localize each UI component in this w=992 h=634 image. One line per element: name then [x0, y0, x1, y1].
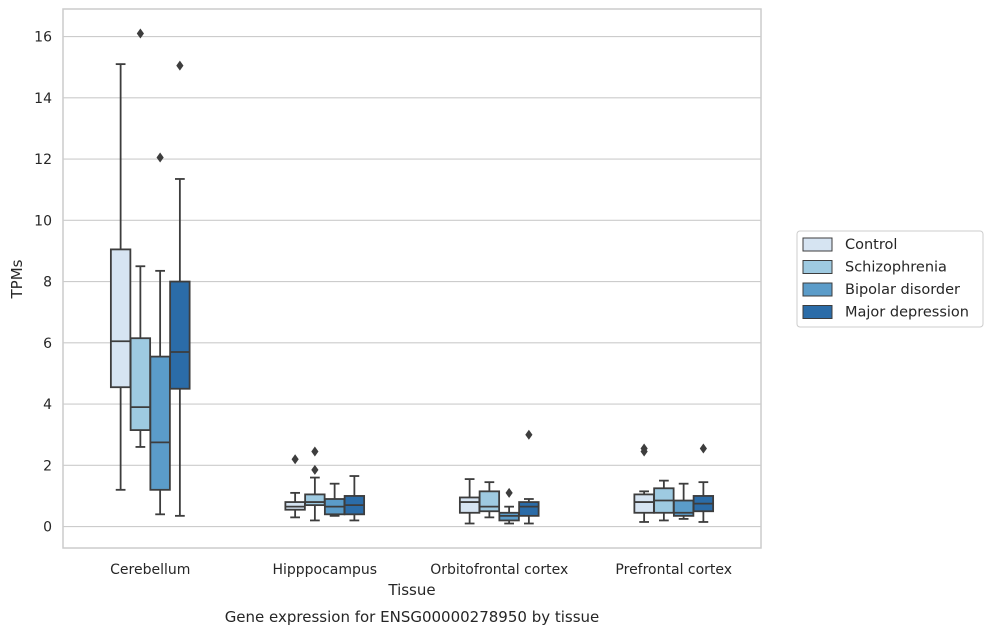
y-tick-label: 14 — [34, 91, 52, 107]
y-tick-label: 8 — [43, 275, 52, 291]
iqr-box — [458, 496, 481, 514]
iqr-box — [633, 493, 655, 514]
y-tick-label: 0 — [43, 520, 52, 536]
outlier-point — [136, 28, 144, 39]
iqr-box — [149, 355, 171, 491]
legend-frame — [796, 230, 984, 328]
legend-label: Bipolar disorder — [845, 282, 960, 298]
legend-label: Major depression — [845, 305, 969, 321]
y-tick-label: 4 — [43, 397, 52, 413]
y-axis-label: TPMs — [8, 259, 26, 299]
outlier-point — [505, 487, 513, 498]
iqr-box — [109, 248, 132, 389]
legend-swatch — [802, 282, 833, 297]
outlier-point — [311, 464, 319, 475]
y-tick-labels: 0 2 4 6 8 10 12 14 16 — [34, 30, 52, 536]
box-2-0 — [149, 152, 171, 516]
outlier-point — [640, 443, 648, 454]
box-3-3 — [692, 443, 715, 523]
iqr-box — [169, 280, 191, 390]
y-tick-label: 10 — [34, 213, 52, 229]
x-tick-label: Orbitofrontal cortex — [430, 562, 568, 578]
box-series — [109, 28, 715, 525]
box-3-2 — [518, 429, 540, 525]
x-tick-label: Cerebellum — [110, 562, 190, 578]
box-3-1 — [343, 475, 366, 522]
outlier-point — [525, 429, 533, 440]
y-tick-label: 16 — [34, 30, 52, 46]
legend-item: Bipolar disorder — [802, 282, 960, 298]
legend: Control Schizophrenia Bipolar disorder Majo… — [796, 230, 984, 328]
outlier-point — [311, 446, 319, 457]
iqr-box — [518, 501, 540, 517]
y-tick-label: 2 — [43, 458, 52, 474]
box-0-1 — [284, 454, 306, 519]
y-tick-label: 6 — [43, 336, 52, 352]
box-1-2 — [478, 481, 501, 519]
legend-item: Major depression — [802, 305, 969, 321]
legend-swatch — [802, 305, 833, 319]
x-tick-label: Hipppocampus — [272, 562, 377, 578]
legend-item: Control — [802, 237, 897, 253]
box-3-0 — [169, 60, 191, 517]
x-tick-labels: Cerebellum Hipppocampus Orbitofrontal cort… — [110, 562, 732, 578]
iqr-box — [304, 493, 326, 507]
y-tick-label: 12 — [34, 152, 52, 168]
iqr-box — [129, 337, 152, 431]
box-0-3 — [633, 443, 655, 523]
iqr-box — [478, 490, 501, 513]
x-tick-label: Prefrontal cortex — [615, 562, 732, 578]
outlier-point — [176, 60, 184, 71]
x-axis-label: Tissue — [387, 581, 435, 599]
legend-swatch — [802, 260, 833, 274]
chart-caption: Gene expression for ENSG00000278950 by t… — [225, 608, 600, 626]
plot-frame — [62, 8, 762, 549]
outlier-point — [699, 443, 707, 454]
box-1-0 — [129, 28, 152, 448]
legend-item: Schizophrenia — [802, 260, 947, 276]
outlier-point — [291, 454, 299, 465]
legend-swatch — [802, 237, 833, 252]
outlier-point — [156, 152, 164, 163]
legend-label: Control — [845, 237, 897, 253]
legend-label: Schizophrenia — [845, 260, 947, 276]
box-0-0 — [109, 63, 132, 491]
box-1-1 — [304, 446, 326, 522]
